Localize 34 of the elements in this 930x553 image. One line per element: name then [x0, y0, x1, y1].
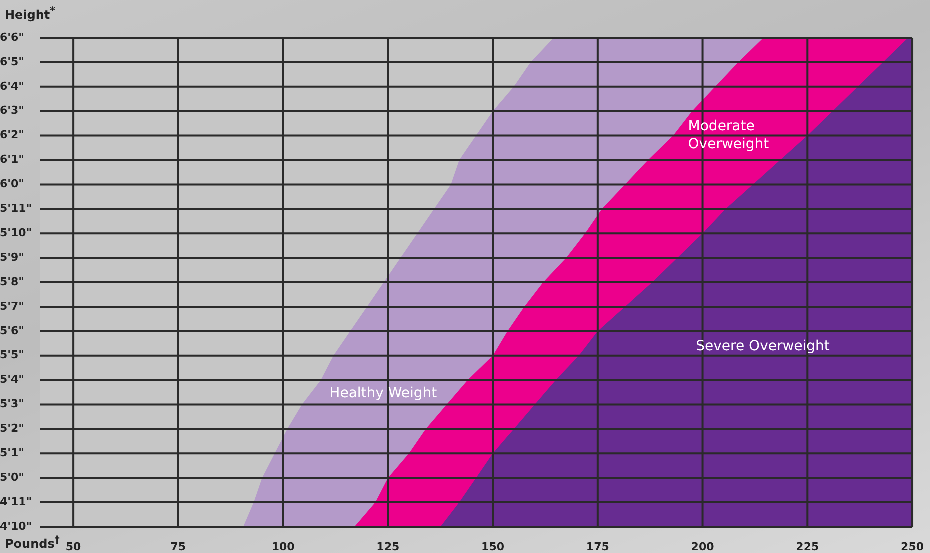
- y-tick-label: 5'4": [0, 373, 24, 386]
- y-tick-label: 5'11": [0, 202, 32, 216]
- x-axis-title: Pounds$^{†}$: [5, 535, 60, 551]
- y-tick-label: 6'2": [0, 128, 24, 142]
- y-tick-label: 4'11": [0, 495, 32, 508]
- x-tick-label: 150: [482, 540, 505, 553]
- x-tick-label: 225: [796, 540, 820, 553]
- x-tick-label: 75: [170, 540, 186, 553]
- x-tick-label: 250: [901, 540, 924, 553]
- annotation: Severe Overweight: [696, 338, 830, 355]
- y-tick-label: 5'0": [0, 470, 24, 484]
- annotation: Healthy Weight: [330, 386, 438, 402]
- x-tick-label: 200: [691, 540, 715, 553]
- y-tick-label: 6'3": [0, 104, 24, 118]
- y-tick-label: 5'3": [0, 398, 24, 411]
- x-tick-label: 100: [272, 540, 296, 553]
- y-tick-label: 4'10": [0, 520, 32, 533]
- y-tick-label: 6'4": [0, 80, 24, 93]
- y-tick-label: 6'0": [0, 178, 24, 191]
- y-tick-label: 5'7": [0, 300, 24, 313]
- y-axis-title: Height$^{*}$: [5, 6, 56, 22]
- y-tick-label: 5'9": [0, 250, 24, 264]
- y-tick-label: 5'10": [0, 226, 32, 240]
- x-tick-label: 50: [66, 540, 82, 553]
- y-tick-label: 6'5": [0, 55, 24, 68]
- x-tick-label: 125: [376, 540, 400, 553]
- y-tick-label: 5'8": [0, 275, 24, 288]
- y-tick-label: 6'6": [0, 30, 24, 44]
- y-tick-label: 5'2": [0, 422, 24, 436]
- y-tick-label: 5'1": [0, 446, 24, 460]
- y-tick-label: 6'1": [0, 153, 24, 166]
- x-tick-label: 175: [586, 540, 610, 553]
- y-tick-label: 5'6": [0, 324, 24, 338]
- y-tick-label: 5'5": [0, 348, 24, 362]
